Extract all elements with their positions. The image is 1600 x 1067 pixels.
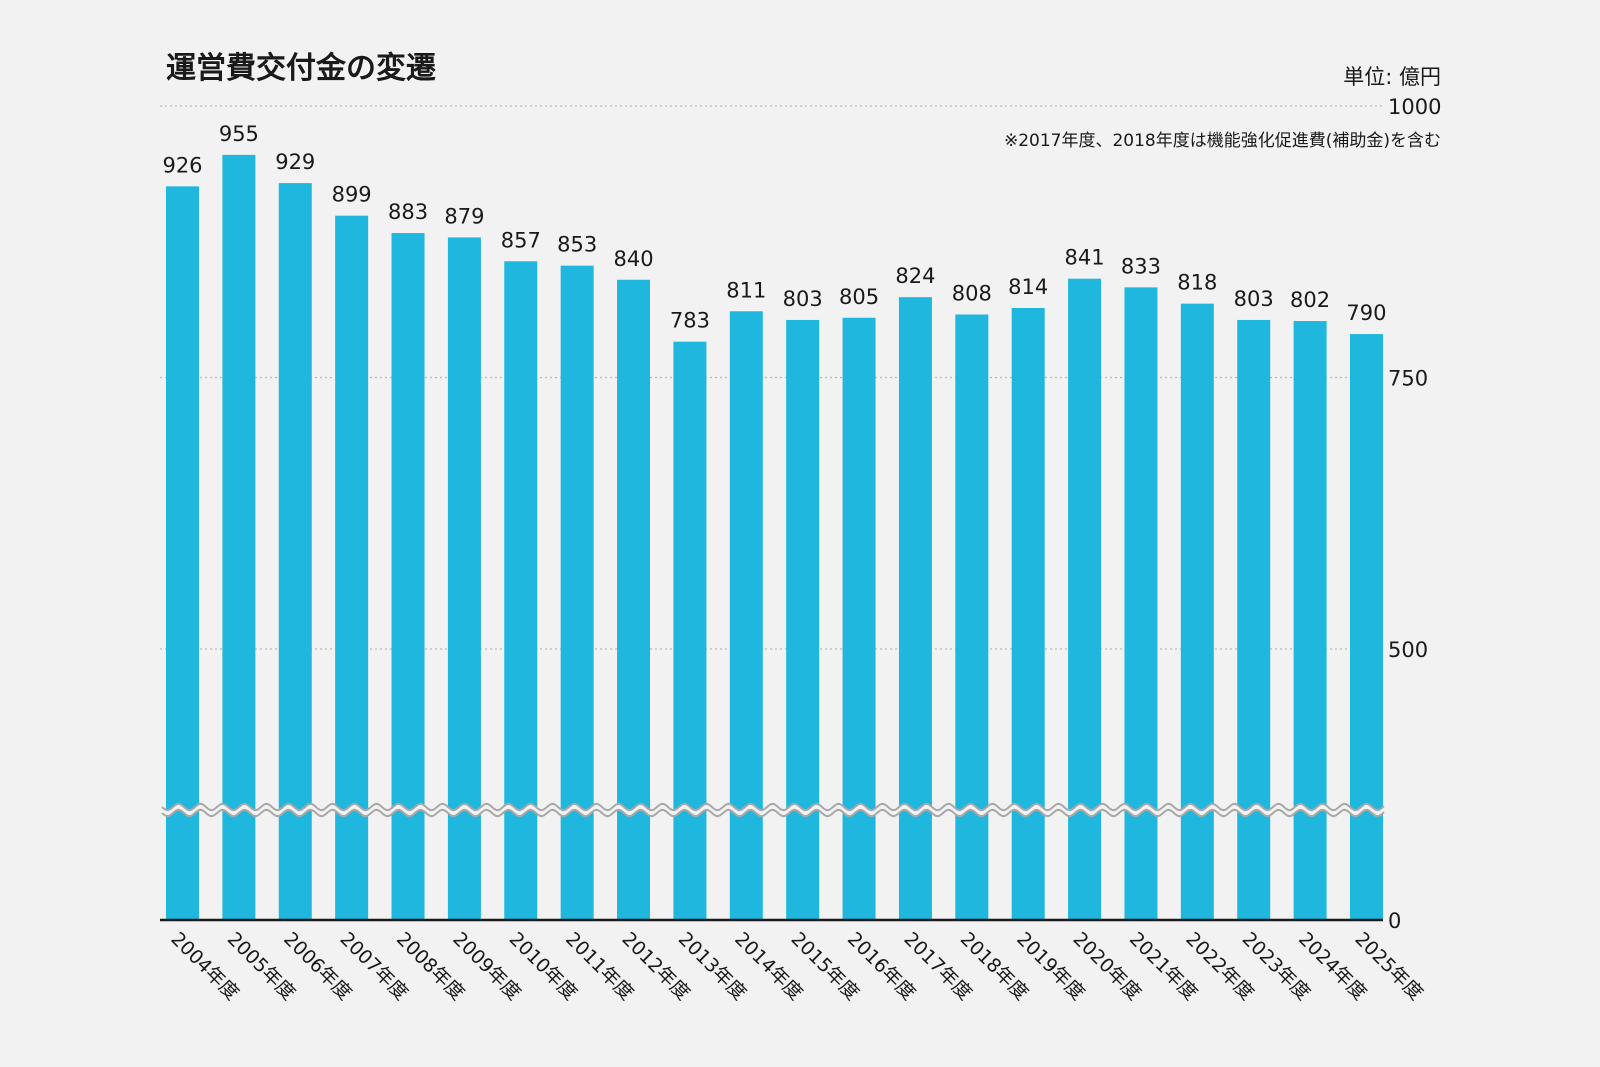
y-tick-label: 0 (1388, 909, 1401, 933)
data-label: 814 (1008, 275, 1048, 299)
bar-2008年度 (391, 233, 425, 920)
axis-break-line-bottom (161, 808, 1385, 818)
bar-2023年度 (1237, 319, 1271, 920)
bar-2019年度 (1011, 307, 1045, 921)
data-label: 803 (783, 287, 823, 311)
y-tick-label: 500 (1388, 638, 1428, 662)
bar-2018年度 (955, 314, 989, 921)
bar-2011年度 (560, 265, 594, 921)
data-label: 790 (1346, 301, 1386, 325)
grid-lines (160, 105, 1383, 650)
data-label: 808 (952, 282, 992, 306)
data-label: 899 (332, 183, 372, 207)
bar-2006年度 (278, 183, 312, 920)
bar-2015年度 (786, 319, 820, 920)
data-label: 783 (670, 309, 710, 333)
data-label: 929 (275, 150, 315, 174)
axis-break (161, 802, 1385, 818)
data-label: 841 (1065, 246, 1105, 270)
bar-2016年度 (842, 317, 876, 920)
bar-2017年度 (898, 297, 932, 920)
bar-2022年度 (1180, 303, 1214, 921)
y-tick-label: 1000 (1388, 95, 1441, 119)
bar-2014年度 (729, 311, 763, 920)
data-label: 840 (613, 247, 653, 271)
data-label: 802 (1290, 288, 1330, 312)
chart-title: 運営費交付金の変遷 (166, 51, 436, 86)
y-tick-label: 750 (1388, 367, 1428, 391)
bar-2020年度 (1068, 278, 1102, 920)
bar-2005年度 (222, 154, 256, 920)
data-label: 805 (839, 285, 879, 309)
data-label: 857 (501, 228, 541, 252)
data-label: 883 (388, 200, 428, 224)
bar-2012年度 (617, 279, 651, 920)
data-label: 833 (1121, 254, 1161, 278)
data-label: 811 (726, 278, 766, 302)
bar-2004年度 (166, 186, 199, 920)
unit-label: 単位: 億円 (1343, 65, 1441, 89)
bar-2021年度 (1124, 287, 1158, 920)
chart-note: ※2017年度、2018年度は機能強化促進費(補助金)を含む (1004, 131, 1441, 151)
bar-2010年度 (504, 261, 538, 921)
value-labels: 926 955 929 899 883 879 857 853 840 783 811 803 805 8… (162, 122, 1386, 333)
data-label: 955 (219, 122, 259, 146)
data-label: 926 (162, 153, 202, 177)
bar-2013年度 (673, 341, 707, 920)
bar-2007年度 (335, 215, 369, 920)
data-label: 818 (1177, 271, 1217, 295)
data-label: 879 (444, 204, 484, 228)
axis-break-line-top (161, 802, 1385, 812)
data-label: 803 (1234, 287, 1274, 311)
data-label: 824 (895, 264, 935, 288)
bar-2009年度 (447, 237, 481, 920)
bar-2025年度 (1349, 334, 1383, 920)
data-label: 853 (557, 233, 597, 257)
bar-2024年度 (1293, 321, 1327, 920)
